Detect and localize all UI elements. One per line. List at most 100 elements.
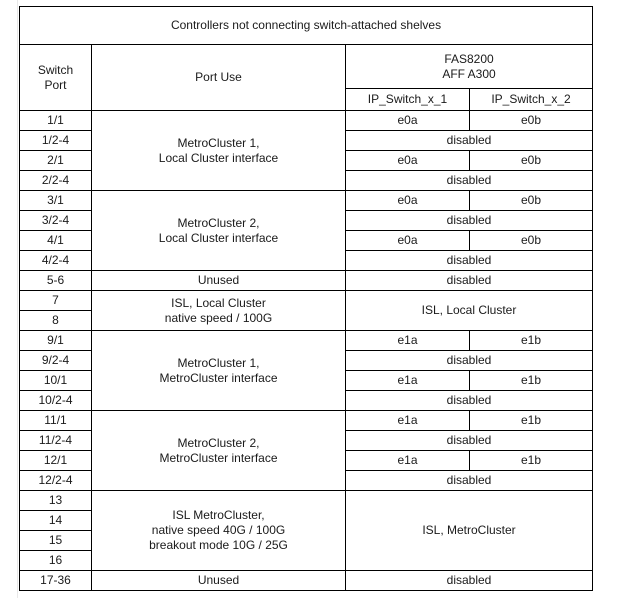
cell-switch-port: 4/2-4 (19, 250, 92, 271)
cell-status-merged: disabled (344, 430, 594, 451)
cell-switch-port: 1/1 (19, 110, 92, 131)
cell-status-merged: disabled (344, 390, 594, 411)
cell-switch-port: 17-36 (19, 570, 92, 591)
cell-status-merged: disabled (344, 130, 594, 151)
table-row: 13 ISL MetroCluster, native speed 40G / … (19, 490, 594, 571)
cell-switch-1-port: e1a (345, 450, 470, 471)
cell-port-use: MetroCluster 1, Local Cluster interface (91, 110, 346, 191)
cell-switch-1-port: e0a (345, 230, 470, 251)
port-use-line2: Local Cluster interface (158, 150, 279, 165)
port-assignment-table-container: Controllers not connecting switch-attach… (18, 6, 594, 591)
header-switch-port-line1: Switch (37, 62, 74, 77)
cell-switch-1-port: e1a (345, 410, 470, 431)
port-use-line1: MetroCluster 1, (177, 135, 260, 150)
table-row: 16 (19, 550, 593, 571)
port-use-line1: MetroCluster 2, (177, 215, 260, 230)
cell-switch-port: 9/1 (19, 330, 92, 351)
table-row: 12/2-4 disabled (19, 470, 594, 491)
cell-switch-2-port: e1b (468, 410, 594, 431)
table-row: 11/2-4 disabled (19, 430, 594, 451)
table-row: 1/1 MetroCluster 1, Local Cluster interf… (19, 110, 594, 191)
cell-switch-2-port: e1b (468, 370, 594, 391)
table-row: 10/2-4 disabled (19, 390, 594, 411)
table-row: 4/1 e0a e0b (19, 230, 594, 251)
table-row: 5-6 Unused disabled (19, 270, 594, 291)
cell-switch-port: 4/1 (19, 230, 92, 251)
cell-switch-port: 8 (19, 310, 92, 331)
cell-port-use: MetroCluster 1, MetroCluster interface (91, 330, 346, 411)
cell-switch-2-port: e0b (468, 190, 594, 211)
table-header-row-2: IP_Switch_x_1 IP_Switch_x_2 (20, 88, 594, 111)
cell-port-use: MetroCluster 2, MetroCluster interface (91, 410, 346, 491)
table-row: 1/2-4 disabled (19, 130, 594, 151)
cell-switch-2-port: e0b (468, 110, 594, 131)
table-row: 3/1 MetroCluster 2, Local Cluster interf… (19, 190, 594, 271)
cell-switch-port: 10/2-4 (19, 390, 92, 411)
cell-switch-port: 12/1 (19, 450, 92, 471)
cell-switch-port: 2/2-4 (19, 170, 92, 191)
cell-switch-1-port: e1a (345, 370, 470, 391)
cell-status-merged: ISL, Local Cluster (344, 290, 594, 331)
cell-status-merged: disabled (344, 250, 594, 271)
cell-switch-1-port: e0a (345, 150, 470, 171)
sheet-gridline (17, 0, 18, 598)
cell-status-merged: disabled (344, 170, 594, 191)
cell-switch-2-port: e1b (468, 330, 594, 351)
cell-switch-1-port: e0a (345, 110, 470, 131)
cell-port-use: ISL MetroCluster, native speed 40G / 100… (91, 490, 346, 571)
table-title: Controllers not connecting switch-attach… (18, 6, 594, 45)
cell-switch-2-port: e0b (468, 150, 594, 171)
cell-port-use: Unused (91, 270, 346, 291)
header-model-line1: FAS8200 (444, 51, 494, 66)
cell-status-merged: disabled (344, 210, 594, 231)
cell-switch-port: 3/2-4 (19, 210, 92, 231)
cell-port-use: ISL, Local Cluster native speed / 100G (91, 290, 346, 331)
port-use-line2: native speed / 100G (164, 310, 273, 325)
port-use-line3: breakout mode 10G / 25G (149, 538, 288, 552)
cell-switch-2-port: e0b (468, 230, 594, 251)
cell-switch-1-port: e1a (345, 330, 470, 351)
port-use-line1: ISL, Local Cluster (171, 295, 266, 310)
cell-switch-port: 14 (19, 510, 92, 531)
cell-switch-port: 15 (19, 530, 92, 551)
table-row: 3/2-4 disabled (19, 210, 594, 231)
table-row: 11/1 MetroCluster 2, MetroCluster interf… (19, 410, 594, 491)
header-controller-model: FAS8200 AFF A300 (344, 44, 594, 89)
port-use-line2: MetroCluster interface (159, 450, 278, 465)
cell-switch-port: 12/2-4 (19, 470, 92, 491)
port-use-line1: MetroCluster 2, (177, 435, 260, 450)
table-row: 10/1 e1a e1b (19, 370, 594, 391)
cell-switch-port: 10/1 (19, 370, 92, 391)
cell-status-merged: disabled (344, 270, 594, 291)
cell-status-merged: disabled (344, 470, 594, 491)
header-port-use: Port Use (91, 44, 346, 111)
header-switch-port-line2: Port (44, 77, 67, 92)
header-model-line2: AFF A300 (442, 66, 496, 81)
cell-switch-port: 1/2-4 (19, 130, 92, 151)
cell-switch-port: 11/1 (19, 410, 92, 431)
table-row: 2/1 e0a e0b (19, 150, 594, 171)
header-ip-switch-x-1: IP_Switch_x_1 (345, 88, 470, 111)
port-use-line2: MetroCluster interface (159, 370, 278, 385)
table-title-row: Controllers not connecting switch-attach… (18, 6, 594, 45)
cell-status-merged: disabled (344, 570, 594, 591)
port-use-line2: Local Cluster interface (158, 230, 279, 245)
cell-switch-1-port: e0a (345, 190, 470, 211)
table-row: 7 ISL, Local Cluster native speed / 100G… (19, 290, 594, 331)
cell-switch-2-port: e1b (468, 450, 594, 471)
table-row: 9/1 MetroCluster 1, MetroCluster interfa… (19, 330, 594, 411)
table-row: 4/2-4 disabled (19, 250, 594, 271)
cell-switch-port: 5-6 (19, 270, 92, 291)
header-switch-port: Switch Port (19, 44, 92, 111)
cell-switch-port: 13 (19, 490, 92, 511)
cell-switch-port: 16 (19, 550, 92, 571)
cell-switch-port: 3/1 (19, 190, 92, 211)
cell-status-merged: ISL, MetroCluster (344, 490, 594, 571)
cell-port-use: Unused (91, 570, 346, 591)
port-use-line1: MetroCluster 1, (177, 355, 260, 370)
table-row: 9/2-4 disabled (19, 350, 594, 371)
cell-switch-port: 9/2-4 (19, 350, 92, 371)
header-ip-switch-x-2: IP_Switch_x_2 (468, 88, 594, 111)
table-header-row-1: Switch Port Port Use FAS8200 AFF A300 (19, 44, 594, 111)
table-row: 15 (19, 530, 593, 551)
